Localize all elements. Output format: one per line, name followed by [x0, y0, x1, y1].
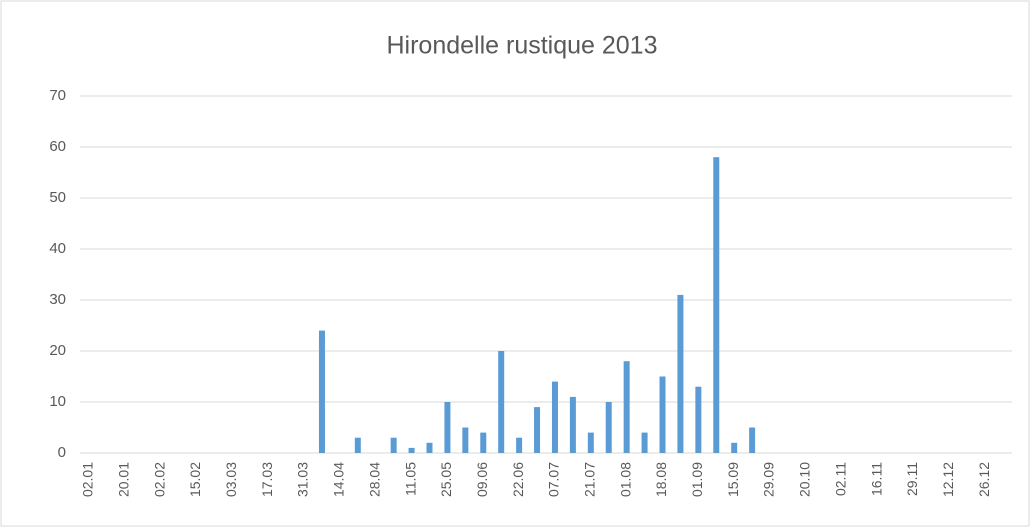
- bar: [677, 294, 684, 453]
- bar: [462, 427, 469, 453]
- y-tick-label: 50: [49, 189, 66, 206]
- x-tick-label: 09.06: [474, 462, 490, 497]
- bar: [318, 330, 325, 453]
- bar: [390, 437, 397, 453]
- bar: [426, 442, 433, 453]
- x-tick-label: 01.08: [617, 462, 633, 497]
- bar: [587, 432, 594, 453]
- y-tick-label: 30: [49, 291, 66, 308]
- y-tick-label: 10: [49, 393, 66, 410]
- bar: [354, 437, 361, 453]
- x-tick-label: 29.11: [904, 462, 920, 496]
- bar: [605, 402, 612, 453]
- bar: [695, 386, 702, 453]
- x-tick-label: 15.09: [725, 462, 741, 497]
- bar: [408, 447, 415, 453]
- x-tick-label: 18.08: [653, 462, 669, 497]
- y-tick-label: 0: [58, 444, 66, 461]
- x-tick-label: 25.05: [438, 462, 454, 497]
- x-tick-label: 02.01: [80, 462, 96, 497]
- y-tick-label: 70: [49, 87, 66, 104]
- bar: [659, 376, 666, 453]
- bar: [749, 427, 756, 453]
- bar: [569, 396, 576, 453]
- bar: [516, 437, 523, 453]
- x-tick-label: 28.04: [366, 462, 382, 497]
- x-tick-label: 01.09: [689, 462, 705, 497]
- bar: [641, 432, 648, 453]
- y-tick-label: 20: [49, 342, 66, 359]
- bar: [713, 157, 720, 453]
- y-tick-label: 40: [49, 240, 66, 257]
- x-tick-label: 22.06: [510, 462, 526, 497]
- x-tick-label: 11.05: [402, 462, 418, 496]
- x-tick-label: 12.12: [940, 462, 956, 497]
- bar: [498, 351, 505, 453]
- bar: [551, 381, 558, 453]
- bar: [731, 442, 738, 453]
- x-tick-label: 17.03: [259, 462, 275, 497]
- x-tick-label: 16.11: [868, 462, 884, 496]
- x-tick-label: 03.03: [223, 462, 239, 497]
- bar: [623, 361, 630, 453]
- x-tick-label: 02.02: [151, 462, 167, 497]
- x-tick-label: 29.09: [761, 462, 777, 497]
- x-tick-label: 21.07: [582, 462, 598, 497]
- x-tick-label: 31.03: [295, 462, 311, 497]
- x-tick-label: 20.01: [116, 462, 132, 497]
- bar: [480, 432, 487, 453]
- x-tick-label: 07.07: [546, 462, 562, 497]
- chart-title: Hirondelle rustique 2013: [386, 32, 657, 60]
- bar: [534, 407, 541, 453]
- bar: [444, 402, 451, 453]
- x-tick-label: 26.12: [976, 462, 992, 497]
- x-tick-label: 14.04: [331, 462, 347, 497]
- x-tick-label: 20.10: [797, 462, 813, 497]
- x-tick-label: 02.11: [832, 462, 848, 496]
- x-tick-label: 15.02: [187, 462, 203, 497]
- y-tick-label: 60: [49, 138, 66, 155]
